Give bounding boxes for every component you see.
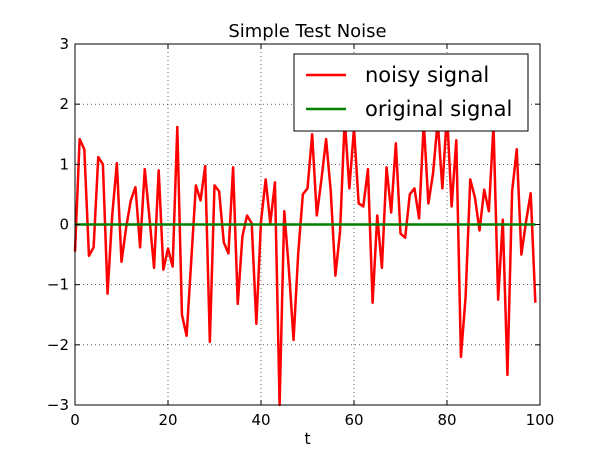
y-tick-label: 3 xyxy=(59,35,69,53)
ticks: 0 20 40 60 80 100 −3 −2 −1 0 1 2 3 xyxy=(47,35,554,429)
legend-box xyxy=(293,53,529,132)
legend-label-noisy-signal: noisy signal xyxy=(365,63,489,87)
x-tick-label: 60 xyxy=(344,411,363,429)
x-tick-label: 40 xyxy=(251,411,270,429)
x-tick-label: 100 xyxy=(526,411,555,429)
y-tick-label: −2 xyxy=(47,336,69,354)
legend: noisy signal original signal xyxy=(293,53,529,132)
x-tick-label: 80 xyxy=(437,411,456,429)
series-layer xyxy=(73,111,537,407)
y-tick-label: −1 xyxy=(47,276,69,294)
series-line-noisy-signal xyxy=(73,111,537,407)
legend-label-original-signal: original signal xyxy=(365,97,512,121)
y-tick-label: −3 xyxy=(47,396,69,414)
x-axis-label: t xyxy=(304,429,310,448)
y-tick-label: 2 xyxy=(59,95,69,113)
x-tick-label: 0 xyxy=(70,411,80,429)
chart-title: Simple Test Noise xyxy=(228,21,386,42)
y-tick-label: 1 xyxy=(59,155,69,173)
y-tick-label: 0 xyxy=(59,216,69,234)
x-tick-label: 20 xyxy=(158,411,177,429)
